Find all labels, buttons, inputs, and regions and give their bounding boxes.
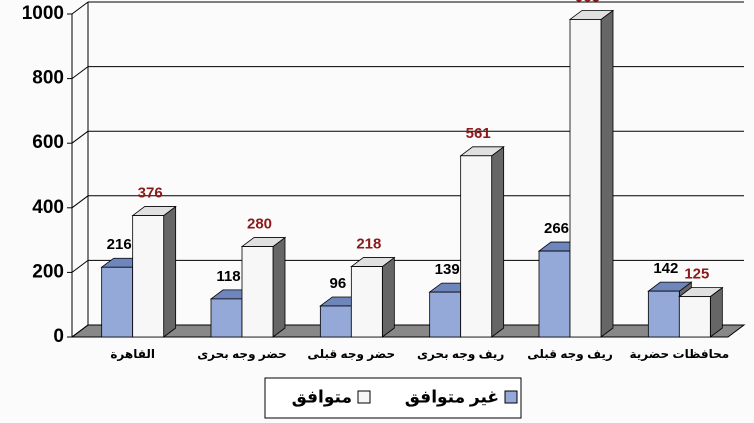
value-label: 983	[575, 0, 600, 5]
bar-side	[601, 10, 613, 337]
value-label: 216	[107, 236, 132, 253]
legend-label: متوافق	[292, 387, 352, 407]
value-label: 96	[329, 275, 346, 292]
bar-side	[492, 147, 504, 337]
chart: 0 200 400 600 800 1000 القاهرة 216 376 حضر وجه بح…	[0, 0, 754, 423]
x-tick-label: القاهرة	[110, 347, 155, 361]
value-label: 118	[216, 268, 240, 285]
bar	[242, 247, 273, 337]
x-tick-label: ريف وجه بحرى	[417, 347, 504, 362]
value-label: 376	[138, 185, 163, 202]
legend-label: غير متوافق	[405, 387, 499, 407]
y-tick-label: 600	[32, 132, 64, 153]
bar	[211, 299, 242, 337]
bar	[679, 297, 710, 337]
y-tick-label: 1000	[22, 3, 64, 24]
value-label: 561	[466, 125, 491, 142]
value-label: 218	[356, 236, 381, 253]
value-label: 125	[684, 266, 709, 283]
bar-side	[382, 258, 394, 337]
bar	[351, 267, 382, 337]
legend-swatch	[358, 391, 370, 403]
bar	[461, 156, 492, 337]
bar	[133, 216, 164, 337]
value-label: 266	[544, 220, 569, 237]
y-tick-label: 400	[32, 197, 64, 218]
bar	[430, 292, 461, 337]
y-tick-label: 200	[32, 261, 64, 282]
legend-swatch	[505, 391, 517, 403]
bar	[648, 291, 679, 337]
x-tick-label: محافظات حضرية	[629, 347, 729, 361]
bar-side	[273, 238, 285, 337]
x-tick-label: حضر وجه بحرى	[197, 347, 287, 362]
y-tick-label: 0	[53, 326, 64, 347]
bar-side	[164, 207, 176, 337]
x-tick-label: ريف وجه قبلى	[527, 347, 613, 362]
value-label: 280	[247, 216, 272, 233]
value-label: 139	[435, 261, 460, 278]
bar	[539, 251, 570, 337]
value-label: 142	[653, 260, 678, 277]
bar	[570, 19, 601, 337]
bar	[102, 267, 133, 337]
bar	[320, 306, 351, 337]
y-tick-label: 800	[32, 68, 64, 89]
x-tick-label: حضر وجه قبلى	[307, 347, 395, 362]
